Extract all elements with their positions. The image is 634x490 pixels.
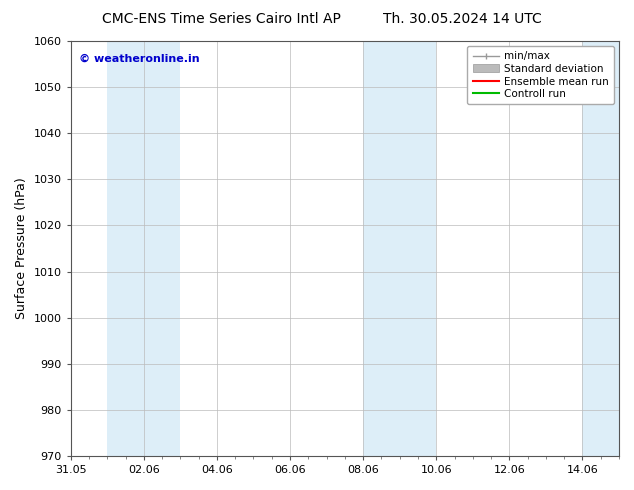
Y-axis label: Surface Pressure (hPa): Surface Pressure (hPa) — [15, 178, 28, 319]
Bar — [583, 41, 619, 456]
Bar — [363, 41, 436, 456]
Text: Th. 30.05.2024 14 UTC: Th. 30.05.2024 14 UTC — [384, 12, 542, 26]
Text: CMC-ENS Time Series Cairo Intl AP: CMC-ENS Time Series Cairo Intl AP — [103, 12, 341, 26]
Text: © weatheronline.in: © weatheronline.in — [79, 53, 200, 64]
Bar — [107, 41, 180, 456]
Legend: min/max, Standard deviation, Ensemble mean run, Controll run: min/max, Standard deviation, Ensemble me… — [467, 46, 614, 104]
